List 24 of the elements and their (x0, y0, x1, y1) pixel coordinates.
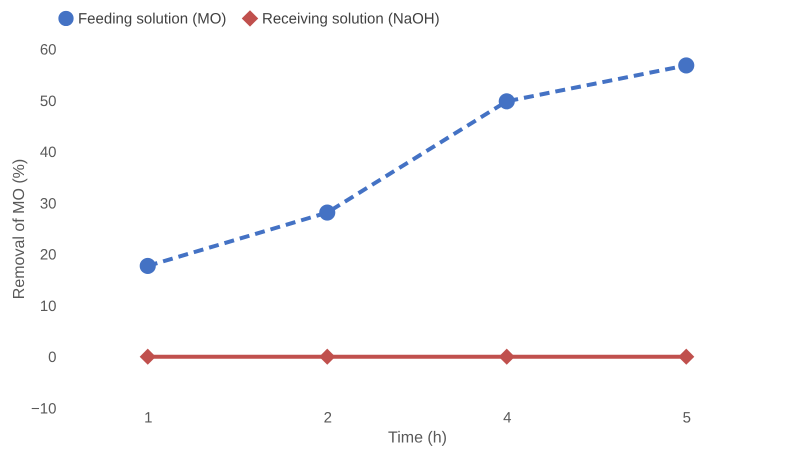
point (319, 348, 336, 365)
point (678, 348, 694, 365)
y-tick-label: 30 (40, 195, 56, 212)
y-tick-label: 60 (40, 42, 56, 58)
legend-label: Feeding solution (MO) (78, 10, 226, 28)
y-axis-title: Removal of MO (%) (11, 158, 28, 300)
point (140, 258, 156, 274)
point (140, 348, 156, 365)
x-tick-label: 1 (144, 410, 152, 426)
x-tick-label: 5 (682, 410, 691, 426)
y-tick-label: 20 (40, 246, 56, 264)
point (498, 348, 515, 365)
y-tick-label: −10 (31, 400, 56, 418)
legend-label: Receiving solution (NaOH) (262, 10, 440, 28)
y-tick-label: 40 (40, 144, 56, 162)
point (498, 93, 515, 110)
y-tick-label: 50 (40, 92, 56, 110)
x-tick-label: 4 (503, 410, 512, 426)
y-tick-label: 10 (40, 298, 56, 315)
point (678, 57, 694, 74)
point (319, 204, 336, 221)
x-tick-label: 2 (324, 410, 332, 426)
x-axis-title: Time (h) (388, 430, 447, 446)
y-tick-label: 0 (48, 349, 56, 366)
